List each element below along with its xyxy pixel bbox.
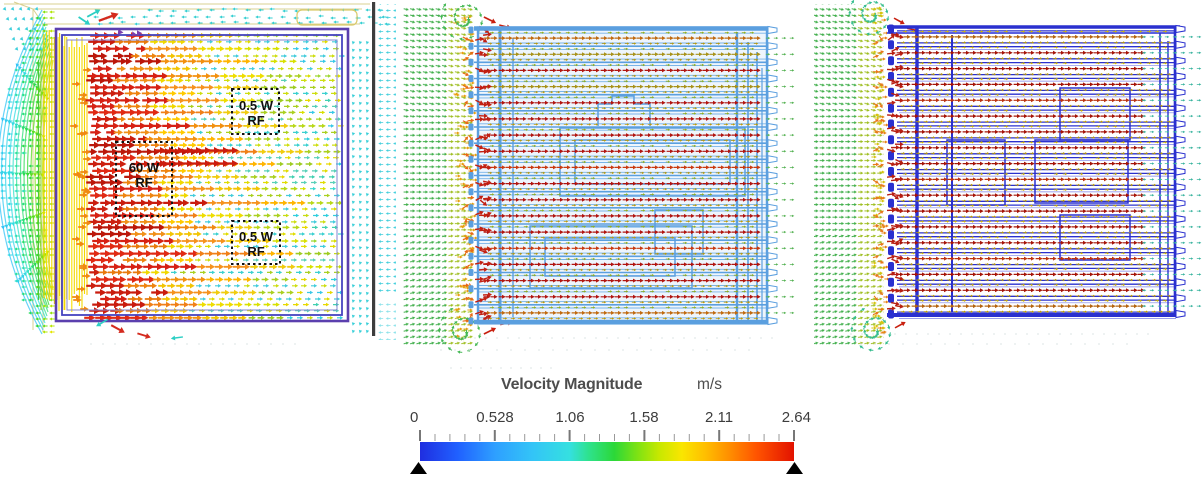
svg-text:m/s: m/s bbox=[697, 376, 722, 393]
svg-text:RF: RF bbox=[135, 175, 152, 190]
svg-text:0.5 W: 0.5 W bbox=[239, 98, 274, 113]
svg-text:2.11: 2.11 bbox=[705, 409, 733, 426]
svg-text:1.58: 1.58 bbox=[629, 409, 658, 426]
svg-text:RF: RF bbox=[247, 244, 264, 259]
svg-text:0.5 W: 0.5 W bbox=[239, 229, 274, 244]
svg-text:2.64: 2.64 bbox=[782, 409, 811, 426]
svg-text:0.528: 0.528 bbox=[476, 409, 514, 426]
svg-text:60 W: 60 W bbox=[129, 160, 160, 175]
svg-text:RF: RF bbox=[247, 113, 264, 128]
svg-text:Velocity Magnitude: Velocity Magnitude bbox=[501, 376, 643, 393]
svg-text:1.06: 1.06 bbox=[555, 409, 584, 426]
svg-text:0: 0 bbox=[410, 409, 418, 426]
